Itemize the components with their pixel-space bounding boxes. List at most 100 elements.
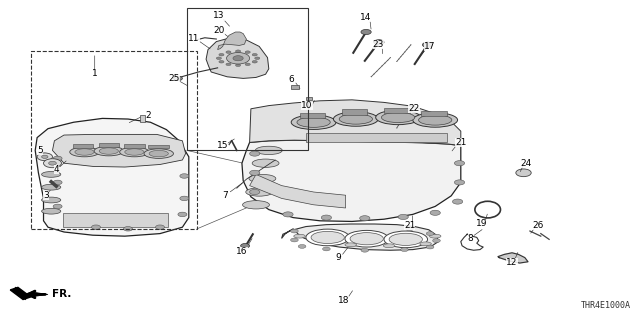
Circle shape xyxy=(37,153,52,161)
Text: 18: 18 xyxy=(338,296,349,305)
Circle shape xyxy=(298,244,306,248)
Bar xyxy=(342,109,367,115)
Polygon shape xyxy=(10,287,31,300)
Circle shape xyxy=(44,159,61,168)
Ellipse shape xyxy=(243,201,269,209)
Circle shape xyxy=(216,57,221,60)
Polygon shape xyxy=(206,38,269,78)
Circle shape xyxy=(219,60,224,63)
Text: 2: 2 xyxy=(146,111,151,120)
Bar xyxy=(300,113,325,118)
Text: 15: 15 xyxy=(217,141,228,150)
Ellipse shape xyxy=(120,147,149,157)
Text: 16: 16 xyxy=(236,247,248,256)
Circle shape xyxy=(124,227,132,231)
Ellipse shape xyxy=(99,148,118,154)
Ellipse shape xyxy=(246,188,273,196)
Bar xyxy=(306,133,447,142)
Circle shape xyxy=(291,229,298,233)
Bar xyxy=(63,213,168,227)
Ellipse shape xyxy=(429,234,441,238)
Circle shape xyxy=(252,53,257,56)
Circle shape xyxy=(516,169,531,177)
Text: 6: 6 xyxy=(289,76,294,84)
Circle shape xyxy=(245,51,250,53)
Circle shape xyxy=(291,238,298,242)
Circle shape xyxy=(255,57,260,60)
Circle shape xyxy=(226,63,231,66)
Ellipse shape xyxy=(381,112,415,123)
Circle shape xyxy=(180,196,189,201)
Circle shape xyxy=(180,174,189,178)
Circle shape xyxy=(323,247,330,251)
Circle shape xyxy=(283,212,293,217)
Polygon shape xyxy=(250,174,346,208)
Ellipse shape xyxy=(144,149,173,158)
Ellipse shape xyxy=(339,114,372,124)
Circle shape xyxy=(219,53,224,56)
Text: 26: 26 xyxy=(532,221,543,230)
Ellipse shape xyxy=(294,234,305,238)
Circle shape xyxy=(178,212,187,217)
Circle shape xyxy=(361,248,369,252)
Bar xyxy=(73,144,93,148)
Circle shape xyxy=(406,227,413,231)
Ellipse shape xyxy=(350,233,383,245)
Circle shape xyxy=(398,214,408,220)
Circle shape xyxy=(236,50,241,52)
Text: FR.: FR. xyxy=(52,289,72,299)
Ellipse shape xyxy=(345,230,388,247)
Circle shape xyxy=(53,180,62,185)
Ellipse shape xyxy=(419,115,452,125)
Circle shape xyxy=(241,244,250,248)
Ellipse shape xyxy=(389,233,422,245)
Circle shape xyxy=(360,216,370,221)
Text: 13: 13 xyxy=(213,12,225,20)
Bar xyxy=(140,115,145,122)
Bar xyxy=(384,108,410,113)
Polygon shape xyxy=(282,224,438,250)
Text: 8: 8 xyxy=(468,234,473,243)
Circle shape xyxy=(430,210,440,215)
Circle shape xyxy=(426,232,434,236)
Circle shape xyxy=(245,63,250,66)
Circle shape xyxy=(236,64,241,67)
Text: THR4E1000A: THR4E1000A xyxy=(580,301,630,310)
Circle shape xyxy=(454,180,465,185)
Ellipse shape xyxy=(306,229,349,246)
Ellipse shape xyxy=(297,117,330,127)
Circle shape xyxy=(374,40,384,45)
Circle shape xyxy=(401,248,408,252)
Text: 25: 25 xyxy=(168,74,180,83)
Circle shape xyxy=(426,245,434,249)
Polygon shape xyxy=(24,291,48,298)
Circle shape xyxy=(361,29,371,35)
Polygon shape xyxy=(498,253,528,263)
Ellipse shape xyxy=(252,159,279,167)
Bar xyxy=(148,145,169,148)
Ellipse shape xyxy=(413,113,458,127)
Circle shape xyxy=(53,204,62,209)
Text: 11: 11 xyxy=(188,34,200,43)
Circle shape xyxy=(433,239,440,243)
Polygon shape xyxy=(250,100,461,146)
Bar xyxy=(31,51,197,229)
Circle shape xyxy=(250,151,260,156)
Text: 19: 19 xyxy=(476,220,487,228)
Text: 24: 24 xyxy=(520,159,532,168)
Polygon shape xyxy=(242,140,461,221)
Circle shape xyxy=(233,56,243,61)
Circle shape xyxy=(454,161,465,166)
Ellipse shape xyxy=(125,149,144,155)
Bar xyxy=(291,85,299,89)
Ellipse shape xyxy=(249,174,276,183)
Text: 1: 1 xyxy=(92,69,97,78)
Circle shape xyxy=(250,189,260,195)
Ellipse shape xyxy=(42,172,61,177)
Ellipse shape xyxy=(420,242,431,246)
Text: 14: 14 xyxy=(360,13,372,22)
Circle shape xyxy=(422,42,433,47)
Ellipse shape xyxy=(149,150,168,157)
Bar xyxy=(187,8,308,150)
Circle shape xyxy=(173,76,182,81)
